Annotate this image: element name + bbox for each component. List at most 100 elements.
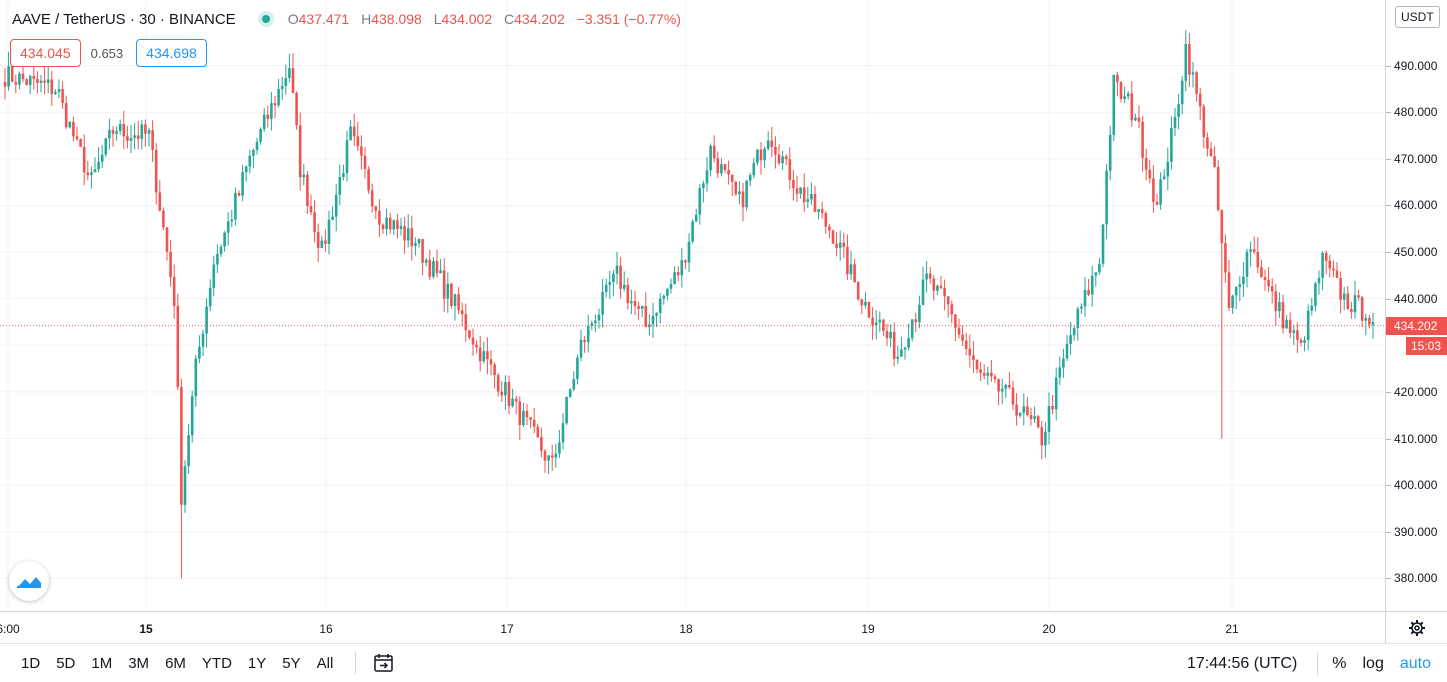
price-axis[interactable]: USDT 490.000 480.000 470.000 460.000 450.000… [1385, 0, 1447, 611]
candle-body [183, 466, 187, 505]
log-scale-toggle[interactable]: log [1362, 654, 1384, 672]
time-tick-label: 6:00 [0, 622, 20, 636]
candle-body [792, 180, 795, 189]
candle-body [381, 224, 385, 230]
candle-body [1292, 330, 1296, 333]
candle-body [1072, 327, 1076, 336]
candle-body [979, 369, 982, 373]
candle-body [1357, 295, 1360, 298]
go-to-date-button[interactable] [370, 649, 398, 677]
candle-body [126, 136, 129, 141]
candle-body [255, 141, 259, 150]
candle-body [1188, 44, 1191, 75]
buy-price-button[interactable]: 434.698 [136, 39, 207, 67]
candle-body [658, 298, 662, 313]
candle-body [914, 319, 918, 323]
candle-body [421, 239, 424, 263]
candle-body [324, 240, 327, 245]
price-tick-label: 380.000 [1385, 571, 1438, 586]
candle-body [784, 156, 788, 160]
candle-body [140, 124, 144, 139]
candle-body [187, 435, 190, 467]
candle-body [1220, 210, 1224, 244]
candle-body [482, 351, 486, 362]
candle-body [514, 398, 518, 402]
candle-body [61, 89, 64, 103]
candle-body [572, 379, 576, 390]
candle-body [583, 339, 586, 343]
candle-body [46, 79, 50, 83]
range-button-1d[interactable]: 1D [21, 654, 41, 672]
candle-body [32, 76, 36, 79]
candle-body [1170, 127, 1173, 162]
candle-body [288, 68, 291, 79]
candle-body [298, 125, 302, 178]
auto-scale-toggle[interactable]: auto [1399, 654, 1431, 672]
chart-settings-button[interactable] [1385, 611, 1447, 643]
candle-body [615, 265, 619, 274]
range-button-ytd[interactable]: YTD [201, 654, 232, 672]
candle-body [1364, 317, 1368, 321]
candle-body [957, 327, 961, 335]
price-tick-label: 440.000 [1385, 291, 1438, 306]
candle-body [1285, 319, 1288, 329]
currency-unit-badge[interactable]: USDT [1395, 6, 1440, 28]
candle-body [1339, 277, 1342, 300]
candle-body [1033, 416, 1036, 419]
candle-body [118, 123, 122, 132]
candle-body [990, 372, 993, 377]
candle-body [1242, 276, 1245, 285]
candle-body [410, 228, 414, 247]
chart-pane[interactable]: AAVE / TetherUS · 30 · BINANCE O437.471 … [0, 0, 1385, 611]
candle-body [860, 299, 864, 306]
candle-body [1166, 161, 1170, 177]
candle-body [1137, 117, 1141, 122]
candle-body [648, 324, 651, 328]
time-axis[interactable]: 6:00 15 16 17 18 19 20 21 [0, 611, 1385, 643]
candle-body [493, 364, 496, 376]
candle-body [849, 264, 853, 275]
candle-body [7, 66, 10, 87]
candle-body [946, 296, 950, 305]
range-button-1m[interactable]: 1M [91, 654, 113, 672]
ohlc-values: O437.471 H438.098 L434.002 C434.202 −3.3… [287, 11, 681, 27]
candle-body [302, 174, 306, 178]
range-button-6m[interactable]: 6M [165, 654, 186, 672]
sell-price-button[interactable]: 434.045 [10, 39, 81, 67]
candle-body [907, 338, 910, 348]
candle-body [1328, 260, 1332, 269]
candle-body [295, 92, 298, 126]
candlestick-chart[interactable] [0, 0, 1385, 611]
range-button-3m[interactable]: 3M [128, 654, 150, 672]
candle-body [1227, 272, 1231, 308]
candle-body [1029, 415, 1033, 419]
candle-body [100, 154, 104, 162]
candle-body [180, 387, 183, 505]
candle-body [1162, 176, 1166, 180]
percent-scale-toggle[interactable]: % [1332, 654, 1347, 672]
utc-clock[interactable]: 17:44:56 (UTC) [1187, 654, 1298, 672]
candle-body [122, 123, 126, 137]
candle-body [608, 282, 612, 285]
candle-body [486, 351, 489, 360]
candle-body [968, 348, 972, 356]
candle-body [972, 355, 975, 360]
range-button-all[interactable]: All [316, 654, 334, 672]
range-button-5d[interactable]: 5D [56, 654, 76, 672]
candle-body [536, 426, 540, 438]
range-button-5y[interactable]: 5Y [282, 654, 301, 672]
candle-body [666, 288, 669, 296]
symbol-title[interactable]: AAVE / TetherUS · 30 · BINANCE [12, 10, 236, 28]
candle-body [1267, 279, 1270, 287]
candle-body [781, 156, 784, 164]
candle-body [507, 382, 511, 407]
tradingview-logo-button[interactable] [9, 561, 49, 601]
candle-body [277, 89, 280, 106]
price-tick-label: 390.000 [1385, 524, 1438, 539]
candle-body [248, 155, 252, 167]
range-button-1y[interactable]: 1Y [247, 654, 267, 672]
candle-body [874, 322, 878, 326]
candle-body [306, 174, 309, 206]
candle-body [586, 326, 590, 343]
candle-body [392, 220, 396, 230]
